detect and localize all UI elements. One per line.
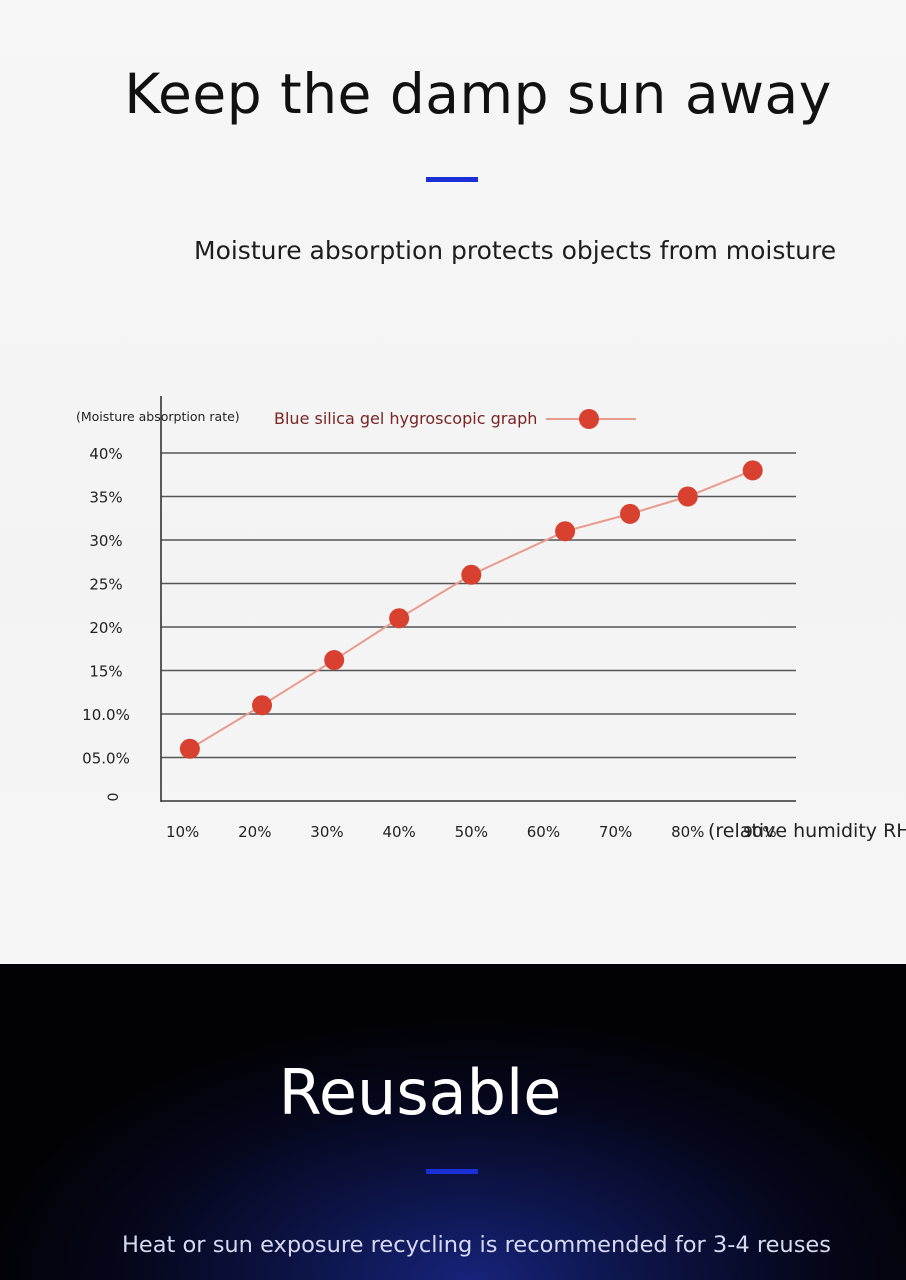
x-tick-label: 50% bbox=[455, 823, 488, 841]
reusable-accent-bar bbox=[426, 1169, 478, 1174]
hygroscopic-line-chart: 0 05.0% 10.0% 15% 20% 25% 30% 35% 40% 10% 20% 30% 40… bbox=[76, 396, 906, 842]
y-tick-label: 10.0% bbox=[82, 706, 130, 724]
data-point bbox=[555, 521, 576, 542]
y-tick-label: 25% bbox=[89, 576, 122, 594]
moisture-section: Keep the damp sun away Moisture absorpti… bbox=[0, 0, 906, 964]
x-tick-label: 70% bbox=[599, 823, 632, 841]
data-point bbox=[620, 503, 641, 524]
y-axis-title: (Moisture absorption rate) bbox=[76, 409, 240, 424]
y-tick-label: 40% bbox=[89, 445, 122, 463]
legend-marker bbox=[579, 409, 599, 429]
x-tick-label: 20% bbox=[238, 823, 271, 841]
x-tick-label: 80% bbox=[671, 823, 704, 841]
data-point bbox=[677, 486, 698, 507]
title-accent-bar bbox=[426, 177, 478, 182]
page-subtitle: Moisture absorption protects objects fro… bbox=[194, 236, 837, 265]
data-point bbox=[742, 460, 763, 481]
data-point bbox=[324, 650, 345, 671]
x-tick-label: 90% bbox=[743, 823, 776, 841]
x-tick-label: 40% bbox=[382, 823, 415, 841]
y-tick-label: 0 bbox=[106, 793, 122, 802]
y-tick-label: 05.0% bbox=[82, 750, 130, 768]
data-point bbox=[461, 564, 482, 585]
y-tick-label: 30% bbox=[89, 532, 122, 550]
page-title: Keep the damp sun away bbox=[124, 62, 832, 126]
reusable-title: Reusable bbox=[278, 1056, 562, 1129]
series-line bbox=[189, 469, 754, 750]
data-point bbox=[389, 608, 410, 629]
y-tick-label: 15% bbox=[89, 663, 122, 681]
x-tick-label: 10% bbox=[166, 823, 199, 841]
data-point bbox=[252, 695, 273, 716]
reusable-section: Reusable Heat or sun exposure recycling … bbox=[0, 964, 906, 1280]
x-axis-title: (relative humidity RH) bbox=[708, 820, 906, 842]
x-tick-label: 30% bbox=[310, 823, 343, 841]
reusable-caption: Heat or sun exposure recycling is recomm… bbox=[122, 1232, 831, 1258]
x-tick-label: 60% bbox=[527, 823, 560, 841]
y-tick-label: 35% bbox=[89, 489, 122, 507]
data-point bbox=[179, 738, 200, 759]
y-tick-label: 20% bbox=[89, 619, 122, 637]
legend-label: Blue silica gel hygroscopic graph bbox=[274, 409, 537, 428]
